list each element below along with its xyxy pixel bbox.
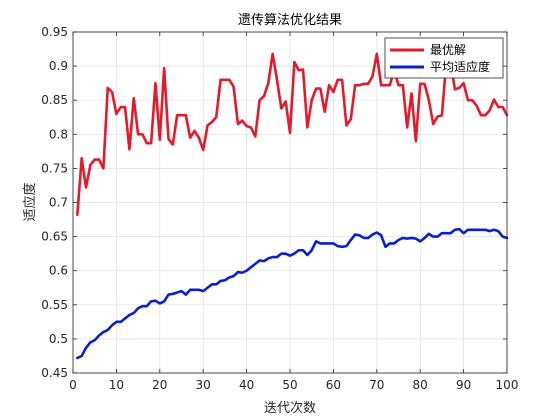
y-tick-label: 0.7: [49, 196, 68, 210]
legend-box: [384, 37, 504, 79]
legend: 最优解 平均适应度: [384, 37, 504, 79]
y-tick-label: 0.85: [41, 93, 68, 107]
y-axis: 0.45 0.5 0.55 0.6 0.65 0.7 0.75 0.8 0.85 0.9 0.95: [41, 25, 507, 380]
y-tick-label: 0.5: [49, 332, 68, 346]
y-tick-label: 0.9: [49, 59, 68, 73]
legend-label-best: 最优解: [430, 43, 466, 57]
y-tick-label: 0.75: [41, 161, 68, 175]
x-tick-label: 100: [496, 378, 519, 392]
series-lines: [76, 52, 509, 360]
x-tick-label: 60: [326, 378, 341, 392]
x-tick-label: 50: [282, 378, 297, 392]
y-axis-label: 适应度: [22, 182, 38, 221]
x-tick-label: 10: [109, 378, 124, 392]
y-tick-label: 0.6: [49, 264, 68, 278]
x-tick-label: 30: [196, 378, 211, 392]
y-tick-label: 0.45: [41, 366, 68, 380]
x-tick-label: 0: [69, 378, 77, 392]
y-tick-label: 0.65: [41, 230, 68, 244]
series-average-fitness-line: [76, 227, 509, 360]
series-best-solution-line: [76, 52, 509, 217]
legend-label-average: 平均适应度: [430, 59, 490, 74]
x-tick-label: 40: [239, 378, 254, 392]
x-tick-label: 90: [456, 378, 471, 392]
x-tick-label: 80: [413, 378, 428, 392]
x-axis-label: 迭代次数: [264, 400, 316, 416]
chart-title: 遗传算法优化结果: [238, 13, 342, 28]
y-tick-label: 0.55: [41, 298, 68, 312]
x-tick-label: 20: [152, 378, 167, 392]
y-tick-label: 0.8: [49, 127, 68, 141]
y-tick-label: 0.95: [41, 25, 68, 39]
x-tick-label: 70: [369, 378, 384, 392]
x-axis: 0 10 20 30 40 50 60 70 80 90 100: [69, 32, 518, 392]
